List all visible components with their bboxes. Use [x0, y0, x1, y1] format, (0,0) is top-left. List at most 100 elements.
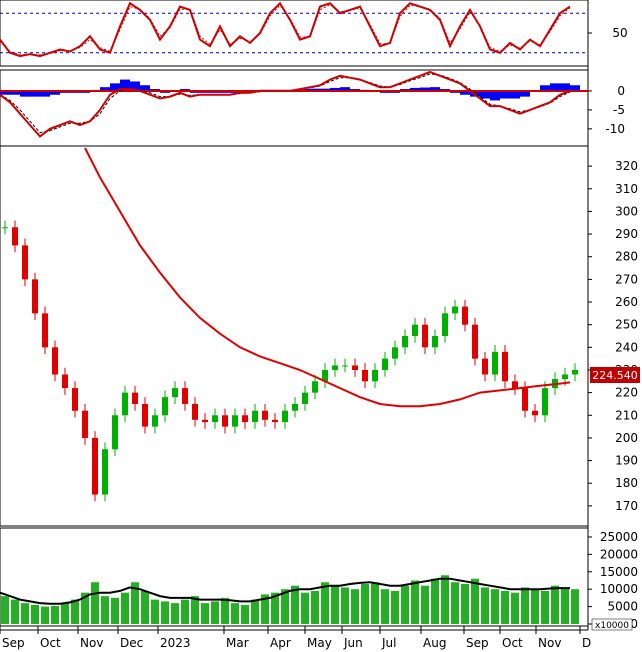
macd-histogram-bar-10 — [100, 87, 110, 91]
price-ytick-label-4: 280 — [615, 250, 638, 264]
macd-ytick-label-2: -10 — [605, 122, 625, 136]
macd-histogram-bar-4 — [40, 90, 50, 97]
volume-ytick-label-0: 25000 — [600, 530, 638, 544]
price-candle-body-21 — [212, 415, 218, 423]
volume-bar-19 — [191, 596, 199, 624]
price-candle-body-7 — [72, 388, 78, 411]
volume-bar-24 — [241, 604, 249, 624]
price-ytick-label-8: 240 — [615, 340, 638, 354]
x-tick-label-8: Jun — [343, 636, 363, 650]
macd-histogram-bar-33 — [330, 87, 340, 91]
volume-bar-5 — [51, 605, 59, 624]
volume-ytick-label-3: 10000 — [600, 582, 638, 596]
volume-bar-4 — [41, 606, 49, 624]
volume-bar-10 — [101, 596, 109, 624]
price-candle-body-17 — [172, 388, 178, 398]
stoch-k-line — [0, 1, 571, 58]
price-candle-body-3 — [32, 279, 38, 314]
price-candle-body-6 — [62, 374, 68, 389]
price-ytick-label-12: 200 — [615, 431, 638, 445]
x-tick-label-12: Oct — [502, 636, 523, 650]
price-ytick-label-6: 260 — [615, 295, 638, 309]
price-candle-body-46 — [462, 306, 468, 325]
last-price-label: 224.540 — [592, 369, 638, 382]
volume-bar-23 — [231, 603, 239, 624]
macd-histogram-bar-52 — [520, 90, 530, 97]
volume-bar-55 — [551, 585, 559, 624]
last-price-badge — [590, 367, 640, 383]
volume-bar-43 — [431, 578, 439, 624]
price-candle-body-30 — [302, 392, 308, 404]
macd-histogram-bar-41 — [410, 87, 420, 91]
x-tick-label-7: May — [307, 636, 332, 650]
volume-bar-2 — [21, 603, 29, 624]
price-candle-body-14 — [142, 403, 148, 427]
volume-bar-31 — [311, 590, 319, 624]
volume-bar-52 — [521, 587, 529, 624]
x-tick-label-5: Mar — [226, 636, 249, 650]
price-candle-body-20 — [202, 419, 208, 423]
price-candle-body-33 — [332, 365, 338, 370]
price-candle-body-35 — [352, 365, 358, 370]
price-candle-body-47 — [472, 324, 478, 359]
price-ytick-label-10: 220 — [615, 386, 638, 400]
volume-bar-41 — [411, 580, 419, 624]
macd-histogram-bar-11 — [110, 83, 120, 91]
volume-ytick-label-5: 0 — [630, 617, 638, 631]
macd-histogram-bar-34 — [340, 87, 350, 91]
macd-histogram-bar-46 — [460, 90, 470, 95]
volume-bar-50 — [501, 590, 509, 624]
price-candle-body-56 — [562, 374, 568, 380]
x-tick-label-10: Aug — [423, 636, 446, 650]
price-candle-body-0 — [2, 227, 8, 229]
price-candle-body-2 — [22, 245, 28, 280]
macd-layer: 0 -5 -10 — [0, 70, 625, 138]
price-candle-body-41 — [412, 324, 418, 336]
volume-bar-38 — [381, 589, 389, 624]
volume-bar-14 — [141, 590, 149, 624]
price-candle-body-5 — [52, 347, 58, 375]
price-ytick-label-14: 180 — [615, 476, 638, 490]
volume-bar-57 — [571, 589, 579, 624]
macd-histogram-bar-0 — [0, 90, 10, 95]
macd-ytick-label-1: -5 — [613, 103, 625, 117]
price-candle-body-57 — [572, 369, 578, 375]
macd-histogram-bar-14 — [140, 85, 150, 91]
price-candle-body-22 — [222, 415, 228, 427]
volume-bar-51 — [511, 592, 519, 624]
x-tick-label-2: Nov — [80, 636, 103, 650]
volume-bar-49 — [491, 589, 499, 624]
volume-bar-1 — [11, 599, 19, 624]
price-ytick-label-7: 250 — [615, 318, 638, 332]
price-ytick-label-1: 310 — [615, 182, 638, 196]
volume-scale-label: x10000 — [595, 621, 629, 631]
volume-bar-48 — [481, 587, 489, 624]
macd-histogram-bar-49 — [490, 90, 500, 101]
volume-bar-22 — [221, 597, 229, 624]
macd-histogram-bar-48 — [480, 90, 490, 99]
volume-bar-0 — [1, 596, 9, 624]
volume-ytick-label-1: 20000 — [600, 547, 638, 561]
volume-bar-28 — [281, 589, 289, 624]
volume-bar-18 — [181, 599, 189, 624]
price-candle-body-40 — [402, 336, 408, 348]
price-candle-body-49 — [492, 351, 498, 375]
x-tick-label-3: Dec — [120, 636, 143, 650]
macd-histogram-bar-55 — [550, 83, 560, 91]
price-candle-body-44 — [442, 313, 448, 336]
price-candle-body-9 — [92, 437, 98, 495]
volume-ytick-label-2: 15000 — [600, 565, 638, 579]
volume-bar-15 — [151, 599, 159, 624]
volume-bar-54 — [541, 590, 549, 624]
price-candle-body-18 — [182, 388, 188, 404]
macd-histogram-bar-42 — [420, 87, 430, 91]
price-ytick-label-15: 170 — [615, 499, 638, 513]
macd-histogram-bar-1 — [10, 90, 20, 95]
price-moving-average-line — [84, 147, 571, 408]
volume-bar-45 — [451, 582, 459, 624]
volume-bar-37 — [371, 582, 379, 624]
price-candle-body-28 — [282, 410, 288, 423]
x-tick-label-0: Sep — [2, 636, 25, 650]
volume-bar-33 — [331, 585, 339, 624]
